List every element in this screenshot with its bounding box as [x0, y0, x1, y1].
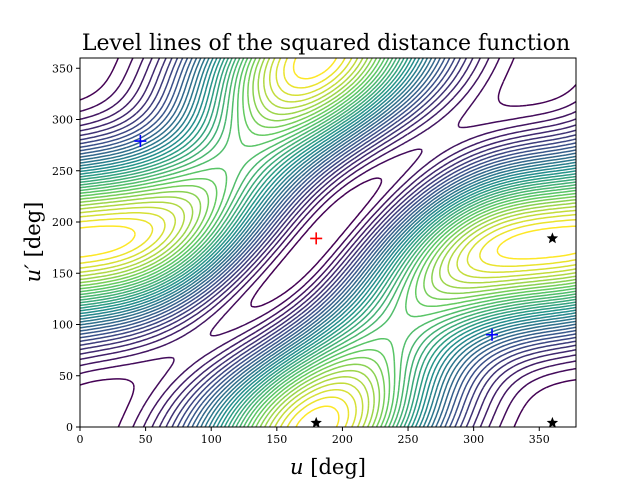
- contour-level-line: [80, 58, 576, 427]
- x-tick-label: 100: [201, 433, 222, 446]
- plus-marker: [310, 232, 323, 245]
- point-markers: [134, 135, 559, 428]
- x-axis-unit: [deg]: [310, 455, 366, 479]
- y-tick-label: 0: [66, 421, 73, 434]
- contour-level-line: [80, 58, 576, 427]
- x-axis-variable: u: [290, 455, 304, 479]
- contour-level-line: [80, 58, 576, 427]
- contour-level-line: [80, 58, 576, 427]
- contour-level-line: [80, 58, 576, 427]
- contour-level-line: [80, 58, 576, 427]
- contour-level-line: [80, 58, 576, 427]
- contour-level-line: [80, 58, 576, 427]
- y-tick-label: 250: [52, 165, 73, 178]
- x-tick-label: 50: [139, 433, 153, 446]
- contour-level-line: [80, 58, 576, 427]
- contour-level-line: [80, 58, 576, 427]
- y-tick-label: 200: [52, 216, 73, 229]
- y-axis-unit: [deg]: [21, 202, 45, 258]
- star-marker: [546, 232, 559, 244]
- star-marker: [310, 416, 322, 428]
- chart-title: Level lines of the squared distance func…: [82, 31, 570, 56]
- y-tick-label: 300: [52, 114, 73, 127]
- contour-level-line: [80, 58, 576, 427]
- x-tick-label: 150: [266, 433, 287, 446]
- x-tick-label: 350: [529, 433, 550, 446]
- contour-level-line: [80, 58, 576, 427]
- x-axis-label: u [deg]: [290, 455, 366, 479]
- contour-level-line: [80, 58, 576, 427]
- contour-level-line: [80, 58, 576, 427]
- contour-level-line: [80, 58, 576, 427]
- contour-level-line: [80, 58, 576, 427]
- contour-level-line: [80, 58, 576, 427]
- x-tick-label: 200: [332, 433, 353, 446]
- contour-level-line: [80, 58, 576, 427]
- y-axis-ticks: 0 50 100 150 200 250 300 350: [52, 62, 80, 434]
- star-marker: [546, 416, 559, 428]
- y-tick-label: 350: [52, 62, 73, 75]
- contour-level-line: [80, 58, 576, 427]
- plus-marker: [134, 135, 147, 148]
- y-axis-variable: u′: [21, 264, 45, 283]
- plot-frame: [79, 57, 577, 428]
- y-tick-label: 150: [52, 267, 73, 280]
- x-tick-label: 0: [77, 433, 84, 446]
- y-axis-label: u′ [deg]: [21, 202, 45, 283]
- y-tick-label: 100: [52, 319, 73, 332]
- contour-level-line: [80, 58, 576, 427]
- contour-level-line: [80, 58, 576, 427]
- contour-level-line: [80, 58, 576, 427]
- contour-lines: [80, 58, 576, 427]
- contour-level-line: [80, 58, 576, 427]
- contour-level-line: [80, 58, 576, 427]
- contour-level-line: [80, 58, 576, 427]
- x-axis-ticks: 0 50 100 150 200 250 300 350: [77, 427, 550, 446]
- contour-level-line: [80, 58, 576, 427]
- y-tick-label: 50: [59, 370, 73, 383]
- contour-level-line: [80, 58, 576, 427]
- x-tick-label: 300: [463, 433, 484, 446]
- contour-level-line: [80, 58, 576, 427]
- plus-marker: [486, 328, 499, 341]
- contour-level-line: [80, 58, 576, 427]
- x-tick-label: 250: [398, 433, 419, 446]
